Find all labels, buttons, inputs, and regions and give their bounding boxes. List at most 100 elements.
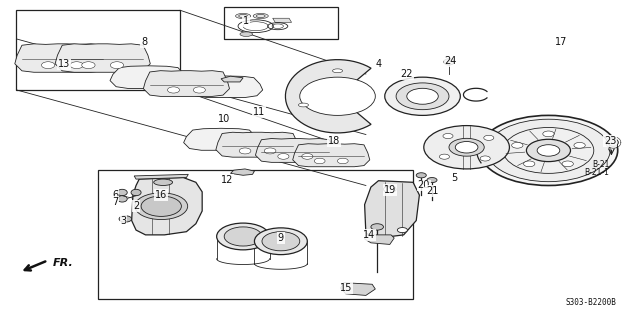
Polygon shape	[15, 44, 110, 72]
Text: 6: 6	[112, 190, 119, 200]
Ellipse shape	[444, 59, 454, 65]
Text: 22: 22	[401, 69, 413, 79]
Polygon shape	[341, 283, 375, 295]
Ellipse shape	[503, 127, 594, 173]
Ellipse shape	[193, 87, 205, 93]
Ellipse shape	[264, 148, 276, 154]
Ellipse shape	[407, 88, 439, 104]
Ellipse shape	[416, 173, 427, 178]
Ellipse shape	[240, 32, 252, 36]
Polygon shape	[221, 76, 243, 82]
Text: FR.: FR.	[52, 258, 73, 268]
Ellipse shape	[456, 141, 478, 153]
Ellipse shape	[135, 193, 187, 220]
Ellipse shape	[439, 154, 449, 159]
Text: 13: 13	[57, 60, 70, 69]
Ellipse shape	[298, 103, 309, 107]
Ellipse shape	[254, 228, 307, 255]
Polygon shape	[189, 76, 262, 98]
Ellipse shape	[338, 158, 348, 164]
Text: 12: 12	[221, 175, 233, 185]
Ellipse shape	[154, 179, 172, 186]
Text: 7: 7	[112, 197, 119, 207]
Ellipse shape	[216, 223, 269, 250]
Ellipse shape	[385, 77, 460, 116]
Ellipse shape	[235, 13, 251, 19]
Ellipse shape	[302, 154, 313, 159]
Ellipse shape	[608, 139, 618, 146]
Ellipse shape	[42, 62, 55, 68]
Polygon shape	[55, 44, 150, 72]
Ellipse shape	[427, 178, 437, 183]
Text: 5: 5	[451, 172, 457, 182]
Ellipse shape	[484, 135, 494, 140]
Ellipse shape	[443, 133, 453, 139]
Text: 11: 11	[252, 107, 265, 117]
Ellipse shape	[384, 186, 396, 193]
Text: B-21: B-21	[592, 160, 610, 169]
Ellipse shape	[131, 189, 141, 196]
Text: 19: 19	[384, 185, 396, 195]
Ellipse shape	[424, 125, 509, 169]
Text: 14: 14	[363, 230, 375, 240]
Ellipse shape	[396, 83, 449, 110]
Text: S303-B2200B: S303-B2200B	[565, 298, 616, 307]
Ellipse shape	[224, 227, 262, 246]
Polygon shape	[143, 71, 230, 96]
Ellipse shape	[110, 62, 124, 68]
Ellipse shape	[262, 232, 300, 251]
Polygon shape	[256, 139, 335, 162]
Ellipse shape	[141, 196, 181, 216]
Polygon shape	[285, 60, 371, 133]
Ellipse shape	[562, 161, 574, 167]
Text: 17: 17	[555, 37, 567, 47]
Ellipse shape	[300, 77, 375, 116]
Text: 1: 1	[243, 16, 249, 27]
Text: 16: 16	[155, 190, 167, 200]
Ellipse shape	[239, 148, 251, 154]
Text: 9: 9	[278, 233, 284, 243]
Ellipse shape	[82, 62, 95, 68]
Text: 18: 18	[328, 136, 341, 146]
Ellipse shape	[512, 142, 523, 148]
Text: 10: 10	[218, 114, 230, 124]
Ellipse shape	[333, 69, 343, 73]
Ellipse shape	[314, 158, 325, 164]
Ellipse shape	[278, 154, 289, 159]
Text: 3: 3	[121, 216, 127, 226]
Text: 23: 23	[604, 136, 616, 146]
Polygon shape	[110, 66, 187, 89]
Ellipse shape	[487, 119, 610, 182]
Ellipse shape	[543, 131, 554, 137]
Ellipse shape	[526, 139, 570, 162]
Polygon shape	[365, 235, 394, 244]
Polygon shape	[365, 181, 420, 238]
Ellipse shape	[398, 228, 408, 233]
Ellipse shape	[253, 13, 268, 19]
Polygon shape	[184, 128, 259, 150]
Ellipse shape	[449, 138, 484, 156]
Ellipse shape	[119, 216, 132, 222]
Text: 4: 4	[375, 60, 382, 69]
Polygon shape	[293, 144, 370, 167]
Ellipse shape	[480, 156, 490, 161]
Text: B-21-1: B-21-1	[585, 168, 610, 177]
Text: 8: 8	[141, 37, 147, 47]
Ellipse shape	[117, 189, 127, 196]
Ellipse shape	[524, 161, 535, 167]
Ellipse shape	[117, 196, 127, 202]
Text: 2: 2	[133, 201, 139, 211]
Ellipse shape	[371, 224, 384, 230]
Text: 24: 24	[445, 56, 457, 66]
Ellipse shape	[574, 142, 586, 148]
Ellipse shape	[167, 87, 180, 93]
Polygon shape	[273, 18, 292, 22]
Text: 20: 20	[418, 180, 430, 190]
Polygon shape	[132, 178, 202, 235]
Text: 21: 21	[426, 186, 438, 196]
Polygon shape	[216, 132, 299, 157]
Text: 15: 15	[339, 283, 352, 293]
Ellipse shape	[70, 62, 83, 68]
Polygon shape	[230, 169, 254, 175]
Ellipse shape	[537, 145, 560, 156]
